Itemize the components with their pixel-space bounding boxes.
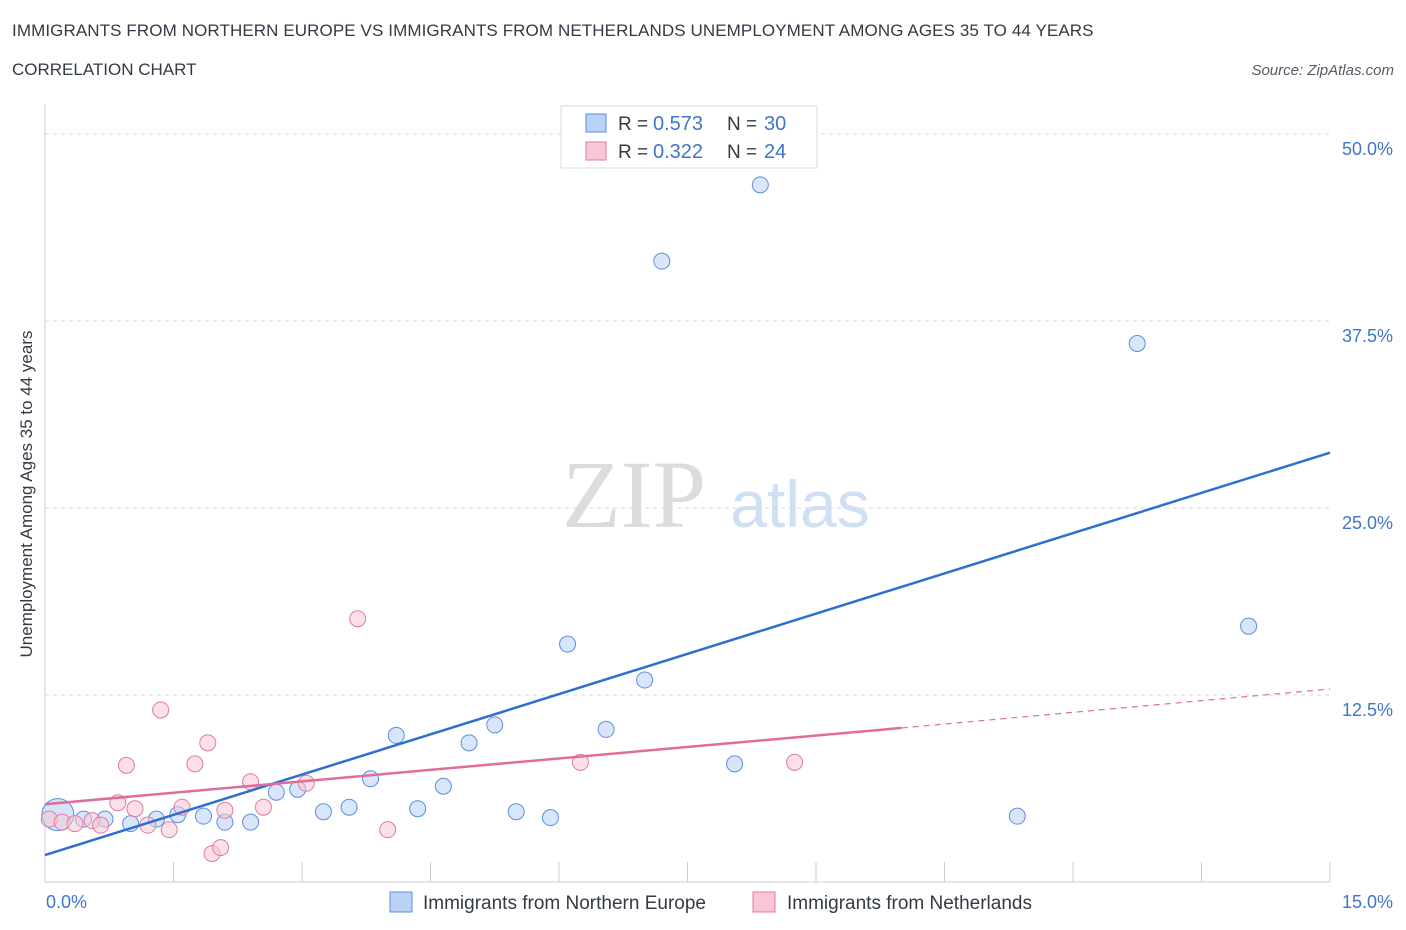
blue-data-point [242, 813, 260, 831]
y-tick-label: 50.0% [1342, 139, 1393, 159]
blue-data-point [1008, 807, 1026, 825]
watermark-zip: ZIP [562, 441, 706, 548]
data-points [40, 176, 1258, 863]
pink-data-point [160, 821, 178, 839]
pink-data-point [379, 821, 397, 839]
blue-data-point [653, 252, 671, 270]
blue-data-point [597, 720, 615, 738]
blue-data-point [1240, 617, 1258, 635]
y-tick-label: 25.0% [1342, 513, 1393, 533]
blue-data-point [507, 803, 525, 821]
blue-data-point [486, 716, 504, 734]
blue-data-point [636, 671, 654, 689]
blue-data-point [1128, 334, 1146, 352]
stats-legend-n-label-blue: N = [727, 114, 762, 135]
blue-data-point [267, 783, 285, 801]
pink-data-point [126, 800, 144, 818]
series-legend-label-blue: Immigrants from Northern Europe [423, 893, 706, 914]
series-legend-swatch-pink [752, 891, 776, 913]
tick-labels: 12.5% 25.0% 37.5% 50.0% 0.0% 15.0% [46, 139, 1393, 912]
pink-trend-line [44, 726, 902, 806]
blue-data-point [314, 803, 332, 821]
pink-data-point [212, 839, 230, 857]
pink-trend-extension [901, 688, 1331, 729]
gridlines [45, 133, 1330, 696]
series-legend-swatch-blue [389, 891, 413, 913]
y-tick-label: 12.5% [1342, 700, 1393, 720]
blue-data-point [751, 176, 769, 194]
series-legend-label-pink: Immigrants from Netherlands [787, 893, 1032, 914]
pink-data-point [117, 756, 135, 774]
pink-data-point [152, 701, 170, 719]
stats-legend-r-value-pink: 0.322 [653, 141, 703, 163]
series-legend: Immigrants from Northern Europe Immigran… [389, 891, 1032, 914]
blue-data-point [340, 798, 358, 816]
pink-data-point [254, 798, 272, 816]
pink-data-point [186, 755, 204, 773]
watermark: ZIP atlas [562, 441, 870, 548]
y-tick-label: 37.5% [1342, 326, 1393, 346]
stats-legend-r-label-pink: R = [618, 142, 653, 163]
blue-data-point [726, 755, 744, 773]
pink-data-point [297, 774, 315, 792]
pink-data-point [786, 753, 804, 771]
stats-legend-n-label-pink: N = [727, 142, 762, 163]
stats-legend-swatch-pink [585, 141, 607, 161]
chart-title: IMMIGRANTS FROM NORTHERN EUROPE VS IMMIG… [12, 21, 1094, 40]
stats-legend: R = 0.573 N = 30 R = 0.322 N = 24 [560, 105, 818, 169]
stats-legend-n-value-pink: 24 [764, 141, 786, 163]
stats-legend-swatch-blue [585, 113, 607, 133]
stats-legend-n-value-blue: 30 [764, 113, 786, 135]
pink-data-point [571, 753, 589, 771]
blue-data-point [194, 807, 212, 825]
chart-subtitle: CORRELATION CHART [12, 60, 197, 79]
blue-data-point [460, 734, 478, 752]
blue-trend-line [44, 451, 1331, 857]
trend-lines [44, 451, 1331, 857]
blue-data-point [409, 800, 427, 818]
pink-data-point [349, 610, 367, 628]
pink-data-point [216, 801, 234, 819]
stats-legend-r-label-blue: R = [618, 114, 653, 135]
stats-legend-r-value-blue: 0.573 [653, 113, 703, 135]
pink-data-point [199, 734, 217, 752]
blue-data-point [434, 777, 452, 795]
axes [44, 104, 1331, 883]
source-credit: Source: ZipAtlas.com [1251, 62, 1394, 79]
x-tick-label: 0.0% [46, 892, 87, 912]
blue-data-point [541, 809, 559, 827]
watermark-atlas: atlas [730, 467, 869, 541]
pink-data-point [92, 816, 110, 834]
x-tick-label: 15.0% [1342, 892, 1393, 912]
blue-data-point [387, 726, 405, 744]
blue-data-point [362, 770, 380, 788]
pink-data-point [66, 815, 84, 833]
blue-data-point [559, 635, 577, 653]
